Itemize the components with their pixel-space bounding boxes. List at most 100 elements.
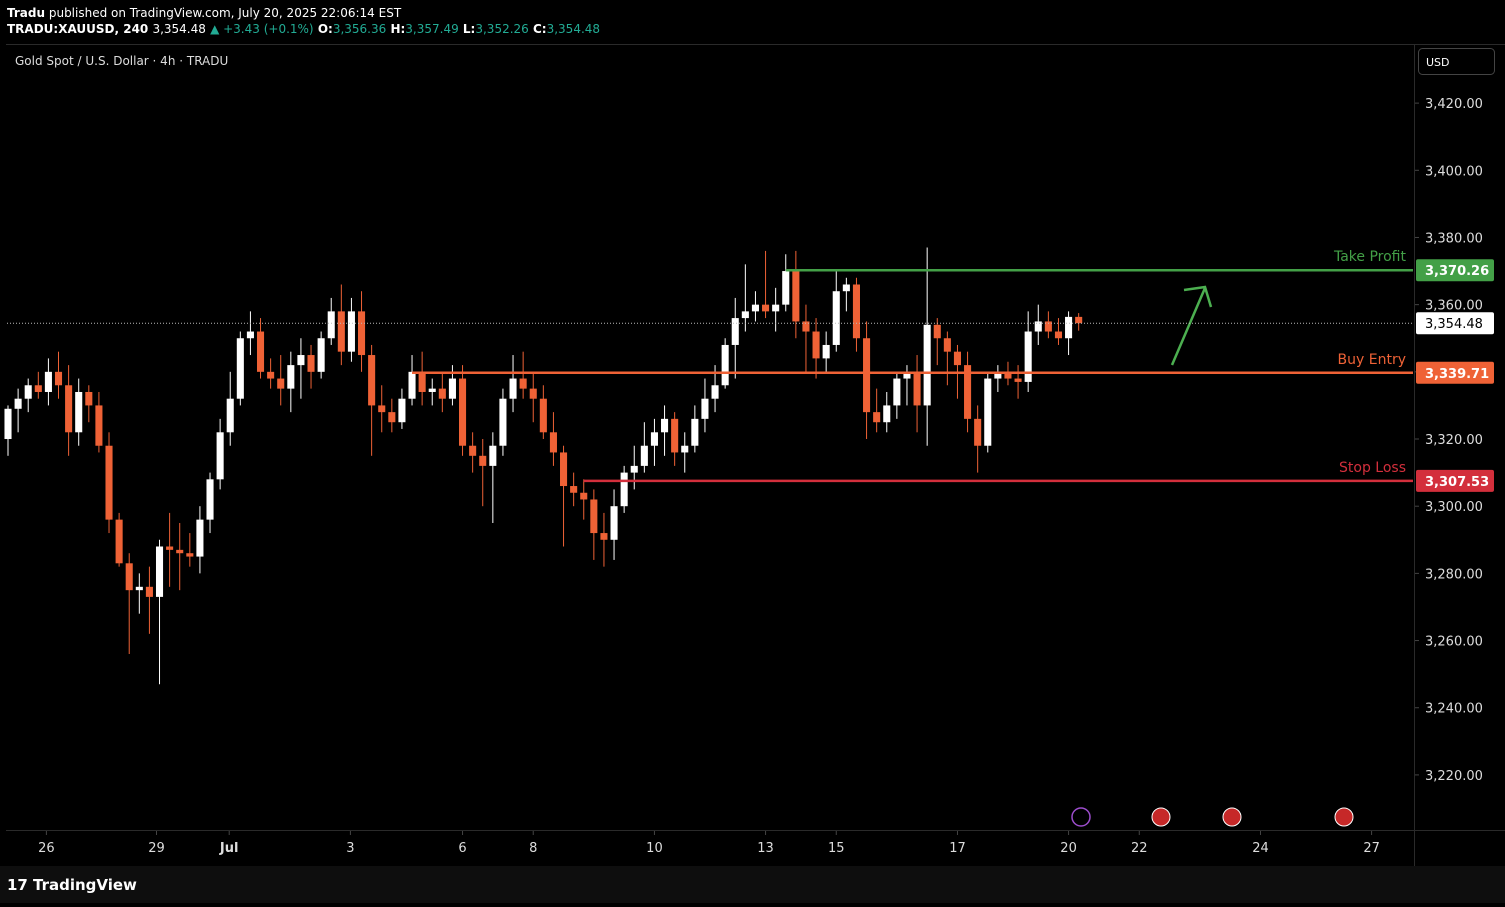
- candle-body: [347, 311, 355, 352]
- candle-body: [176, 549, 184, 554]
- candle-body: [711, 385, 719, 399]
- brand: TradingView: [33, 876, 137, 894]
- candle-body: [297, 355, 305, 366]
- candle-body: [357, 311, 366, 356]
- y-tick-label: 3,380.00: [1425, 231, 1483, 246]
- candle-body: [509, 378, 517, 399]
- candle-body: [640, 445, 648, 466]
- candle-body: [287, 365, 295, 389]
- currency[interactable]: USD: [1426, 56, 1450, 69]
- event-icon[interactable]: [1071, 807, 1091, 827]
- level-name: Buy Entry: [1338, 352, 1406, 368]
- candle-body: [206, 479, 214, 520]
- candle-body: [166, 546, 174, 550]
- candle-body: [337, 311, 345, 352]
- candle-body: [822, 344, 830, 359]
- candle-body: [489, 445, 497, 466]
- c-label: C:: [533, 22, 547, 36]
- candle-body: [388, 412, 396, 423]
- candle-body: [44, 371, 52, 392]
- level-label: 3,307.53: [1425, 475, 1489, 490]
- candle-body: [560, 452, 568, 487]
- candle-body: [691, 418, 699, 446]
- candle-body: [1004, 371, 1012, 379]
- x-tick-label: 29: [148, 841, 165, 856]
- candle-body: [681, 445, 689, 453]
- x-tick-label: 15: [828, 841, 845, 856]
- candle-body: [145, 586, 153, 597]
- candle-body: [842, 284, 850, 292]
- candle-body: [105, 445, 113, 520]
- candle-body: [186, 553, 194, 557]
- level-label: 3,339.71: [1425, 367, 1489, 382]
- candle-body: [408, 371, 416, 399]
- candle-body: [438, 388, 446, 399]
- candle-body: [883, 405, 891, 423]
- candle-body: [549, 432, 557, 453]
- change: ▲ +3.43 (+0.1%): [210, 22, 314, 36]
- candle-body: [85, 391, 93, 406]
- candle-body: [307, 355, 315, 372]
- candle-body: [469, 445, 477, 456]
- y-tick-label: 3,320.00: [1425, 433, 1483, 448]
- event-icon[interactable]: [1151, 807, 1171, 827]
- y-tick-label: 3,260.00: [1425, 635, 1483, 650]
- candle-body: [256, 331, 265, 372]
- candle-body: [1044, 321, 1052, 332]
- event-icon[interactable]: [1334, 807, 1354, 827]
- symbol-line: TRADU:XAUUSD, 240 3,354.48 ▲ +3.43 (+0.1…: [7, 22, 600, 36]
- candle-body: [580, 492, 588, 500]
- candle-body: [529, 388, 537, 399]
- candle-body: [721, 344, 729, 386]
- candle-body: [863, 338, 871, 413]
- x-tick-label: 17: [949, 841, 966, 856]
- event-icon[interactable]: [1222, 807, 1242, 827]
- candle-body: [964, 365, 972, 419]
- candle-body: [14, 398, 22, 409]
- candle-body: [155, 546, 164, 597]
- candle-body: [1024, 331, 1032, 382]
- y-tick-label: 3,220.00: [1425, 769, 1483, 784]
- candle-body: [428, 388, 436, 392]
- level-tag: [1416, 361, 1494, 384]
- candle-body: [832, 291, 840, 345]
- candle-body: [1075, 316, 1083, 324]
- candle-body: [398, 398, 406, 423]
- candle-body: [994, 371, 1002, 379]
- candle-body: [984, 378, 992, 446]
- candle-body: [1034, 321, 1042, 332]
- level-name: Take Profit: [1333, 249, 1407, 265]
- candle-body: [630, 465, 638, 473]
- candle-body: [933, 324, 941, 339]
- candle-body: [893, 378, 901, 406]
- y-tick-label: 3,240.00: [1425, 702, 1483, 717]
- candle-body: [236, 338, 244, 399]
- candle-body: [671, 418, 679, 453]
- candle-body: [135, 586, 143, 591]
- candle-body: [216, 432, 224, 480]
- candle-body: [772, 304, 780, 312]
- candle-body: [479, 455, 487, 466]
- o-label: O:: [318, 22, 333, 36]
- candle-body: [196, 519, 204, 557]
- candle-body: [368, 355, 376, 406]
- header-line: Tradu published on TradingView.com, July…: [7, 6, 402, 20]
- symbol: TRADU:XAUUSD, 240: [7, 22, 148, 36]
- candle-body: [267, 371, 275, 379]
- candle-body: [620, 472, 628, 507]
- candle-body: [1065, 316, 1073, 339]
- candle-body: [246, 331, 254, 339]
- currency-button[interactable]: [1418, 48, 1495, 75]
- candle-body: [852, 284, 860, 339]
- candle-body: [570, 486, 578, 493]
- brand-logo: 17: [7, 876, 28, 894]
- y-tick-label: 3,400.00: [1425, 164, 1483, 179]
- x-tick-label: 8: [529, 841, 537, 856]
- level-tag: [1416, 259, 1494, 282]
- candle-body: [378, 405, 386, 413]
- o: 3,356.36: [333, 22, 386, 36]
- candle-body: [115, 519, 123, 564]
- x-tick-label: 24: [1252, 841, 1269, 856]
- h-label: H:: [390, 22, 405, 36]
